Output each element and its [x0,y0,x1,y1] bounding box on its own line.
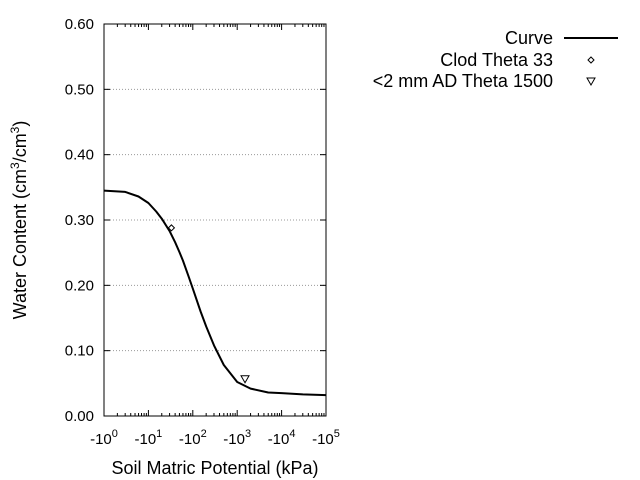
x-tick-label-base: -10 [223,431,245,448]
y-tick-label: 0.20 [65,277,94,294]
x-tick-label-exp: 2 [201,428,207,440]
x-tick-label-base: -10 [134,431,156,448]
y-axis-ticks: 0.00 0.10 0.20 0.30 0.40 0.50 0.60 [65,16,326,425]
legend-label-clod-theta-33: Clod Theta 33 [440,50,553,70]
x-tick-label-base: -10 [312,431,334,448]
x-tick-label-exp: 1 [156,428,162,440]
x-tick-label: -100 [90,428,118,448]
x-tick-label: -104 [268,428,296,448]
x-tick-label: -102 [179,428,207,448]
x-tick-label-exp: 4 [289,428,295,440]
y-axis-title-end: ) [10,121,30,127]
y-axis-title-main: Water Content (cm [10,169,30,319]
y-axis-title-sup2: 3 [8,126,22,133]
legend-swatch-2-mm-ad-theta-1500 [586,77,596,87]
x-tick-label-base: -10 [179,431,201,448]
series-line-curve [103,189,327,397]
plot-area-frame [103,23,327,417]
x-tick-label-base: -10 [90,431,112,448]
legend-swatch-clod-theta-33 [587,56,595,64]
series-layer [103,189,327,397]
x-tick-label-exp: 5 [334,428,340,440]
y-tick-label: 0.40 [65,147,94,164]
x-tick-label-exp: 3 [245,428,251,440]
legend-label-curve: Curve [505,28,553,48]
grid-lines [104,88,326,352]
y-tick-label: 0.30 [65,212,94,229]
y-tick-label: 0.60 [65,16,94,33]
y-axis-title: Water Content (cm3/cm3) [8,121,30,320]
y-tick-label: 0.10 [65,343,94,360]
y-tick-label: 0.50 [65,81,94,98]
point-clod-theta-33 [167,224,176,232]
y-axis-title-sup1: 3 [8,162,22,169]
x-tick-label-exp: 0 [112,428,118,440]
x-tick-label: -105 [312,428,340,448]
x-tick-label: -103 [223,428,251,448]
point-2-mm-ad-theta-1500 [240,375,250,384]
x-axis-title: Soil Matric Potential (kPa) [111,458,318,478]
x-tick-label: -101 [134,428,162,448]
x-axis-ticks: -100 -101 -102 -103 -104 -105 [90,24,340,448]
legend-label-2-mm-ad-theta-1500: <2 mm AD Theta 1500 [373,71,553,91]
x-tick-label-base: -10 [268,431,290,448]
y-axis-title-mid: /cm [10,133,30,162]
y-tick-label: 0.00 [65,408,94,425]
